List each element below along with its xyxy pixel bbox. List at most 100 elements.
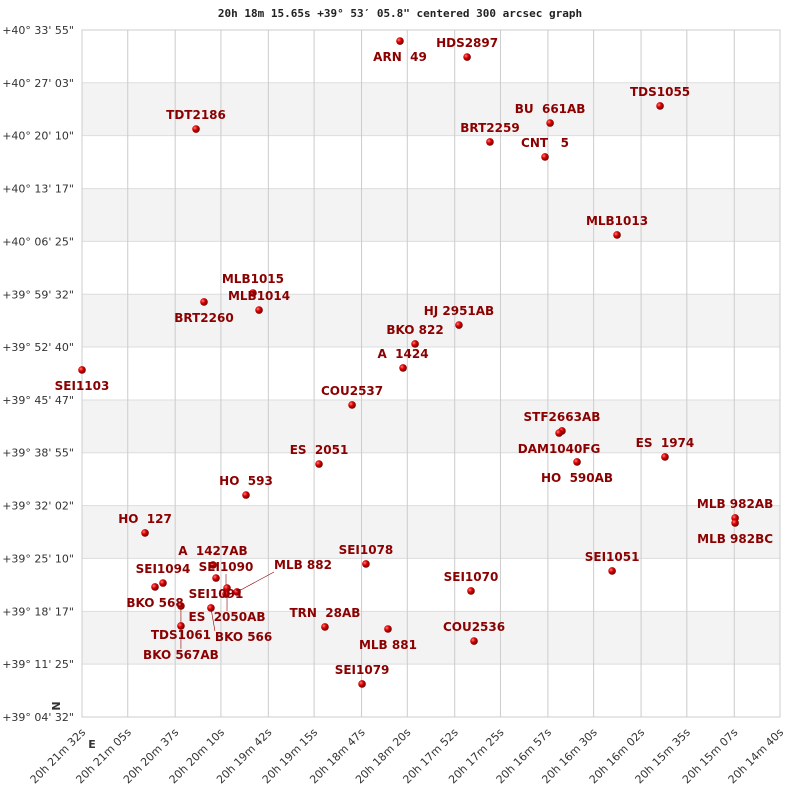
star-marker[interactable] bbox=[151, 583, 159, 591]
star-marker[interactable] bbox=[613, 231, 621, 239]
star-label: COU2537 bbox=[321, 384, 383, 398]
star-label: STF2663AB bbox=[524, 410, 601, 424]
star-marker[interactable] bbox=[455, 321, 463, 329]
star-label: ES 2051 bbox=[290, 443, 349, 457]
y-tick-label: +40° 13' 17" bbox=[2, 183, 74, 196]
star-label: COU2536 bbox=[443, 620, 505, 634]
star-label: BRT2260 bbox=[174, 311, 233, 325]
star-label: MLB 982AB bbox=[697, 497, 773, 511]
star-marker[interactable] bbox=[249, 289, 257, 297]
star-marker[interactable] bbox=[177, 602, 185, 610]
y-tick-label: +40° 06' 25" bbox=[2, 235, 74, 248]
star-marker[interactable] bbox=[470, 637, 478, 645]
band bbox=[82, 505, 780, 559]
star-marker[interactable] bbox=[656, 102, 664, 110]
star-marker[interactable] bbox=[242, 491, 250, 499]
y-tick-label: +39° 32' 02" bbox=[2, 500, 74, 513]
star-label: MLB1013 bbox=[586, 214, 648, 228]
star-marker[interactable] bbox=[141, 529, 149, 537]
star-marker[interactable] bbox=[384, 625, 392, 633]
star-marker[interactable] bbox=[362, 560, 370, 568]
compass-east: E bbox=[88, 738, 96, 751]
y-tick-label: +39° 59' 32" bbox=[2, 288, 74, 301]
star-label: BKO 566 bbox=[215, 630, 272, 644]
star-label: HO 127 bbox=[118, 512, 172, 526]
star-label: SEI1079 bbox=[335, 663, 390, 677]
star-marker[interactable] bbox=[573, 458, 581, 466]
star-label: MLB 881 bbox=[359, 638, 417, 652]
star-label: BRT2259 bbox=[460, 121, 519, 135]
star-marker[interactable] bbox=[541, 153, 549, 161]
star-marker[interactable] bbox=[209, 561, 217, 569]
star-label: TRN 28AB bbox=[289, 606, 360, 620]
star-label: A 1427AB bbox=[178, 544, 247, 558]
band bbox=[82, 611, 780, 665]
star-label: ES 2050AB bbox=[189, 610, 266, 624]
star-marker[interactable] bbox=[222, 590, 230, 598]
star-marker[interactable] bbox=[348, 401, 356, 409]
y-tick-label: +39° 18' 17" bbox=[2, 605, 74, 618]
star-label: ARN 49 bbox=[373, 50, 427, 64]
y-tick-label: +39° 38' 55" bbox=[2, 447, 74, 460]
star-marker[interactable] bbox=[731, 519, 739, 527]
star-label: SEI1091 bbox=[189, 587, 244, 601]
star-marker[interactable] bbox=[255, 306, 263, 314]
star-marker[interactable] bbox=[608, 567, 616, 575]
y-tick-label: +39° 11' 25" bbox=[2, 658, 74, 671]
star-label: HO 590AB bbox=[541, 471, 613, 485]
star-label: DAM1040FG bbox=[518, 442, 601, 456]
star-marker[interactable] bbox=[321, 623, 329, 631]
star-marker[interactable] bbox=[358, 680, 366, 688]
star-marker[interactable] bbox=[486, 138, 494, 146]
star-label: SEI1094 bbox=[136, 562, 191, 576]
star-marker[interactable] bbox=[207, 604, 215, 612]
star-marker[interactable] bbox=[661, 453, 669, 461]
star-label: BKO 567AB bbox=[143, 648, 219, 662]
star-label: HO 593 bbox=[219, 474, 273, 488]
star-marker[interactable] bbox=[399, 364, 407, 372]
star-label: HDS2897 bbox=[436, 36, 498, 50]
star-label: SEI1103 bbox=[55, 379, 110, 393]
y-tick-label: +39° 52' 40" bbox=[2, 341, 74, 354]
band bbox=[82, 399, 780, 453]
star-marker[interactable] bbox=[546, 119, 554, 127]
star-marker[interactable] bbox=[463, 53, 471, 61]
star-label: HJ 2951AB bbox=[424, 304, 495, 318]
star-marker[interactable] bbox=[177, 622, 185, 630]
y-tick-label: +40° 27' 03" bbox=[2, 77, 74, 90]
star-label: MLB1015 bbox=[222, 272, 284, 286]
star-marker[interactable] bbox=[159, 579, 167, 587]
star-label: ES 1974 bbox=[636, 436, 695, 450]
star-label: CNT 5 bbox=[521, 136, 569, 150]
star-label: TDS1055 bbox=[630, 85, 690, 99]
star-marker[interactable] bbox=[467, 587, 475, 595]
star-marker[interactable] bbox=[233, 588, 241, 596]
star-marker[interactable] bbox=[192, 125, 200, 133]
star-label: SEI1090 bbox=[199, 560, 254, 574]
star-label: SEI1078 bbox=[339, 543, 394, 557]
star-label: TDS1061 bbox=[151, 628, 211, 642]
compass-north: N bbox=[50, 701, 63, 710]
chart-title: 20h 18m 15.65s +39° 53′ 05.8" centered 3… bbox=[218, 7, 582, 20]
star-marker[interactable] bbox=[212, 574, 220, 582]
y-tick-label: +39° 04' 32" bbox=[2, 711, 74, 724]
y-tick-label: +39° 45' 47" bbox=[2, 394, 74, 407]
band bbox=[82, 188, 780, 242]
star-marker[interactable] bbox=[411, 340, 419, 348]
star-marker[interactable] bbox=[78, 366, 86, 374]
star-label: A 1424 bbox=[378, 347, 429, 361]
star-label: SEI1051 bbox=[585, 550, 640, 564]
star-marker[interactable] bbox=[555, 429, 563, 437]
star-label: TDT2186 bbox=[166, 108, 226, 122]
star-label: BKO 568 bbox=[126, 596, 183, 610]
y-tick-label: +39° 25' 10" bbox=[2, 552, 74, 565]
star-label: MLB 982BC bbox=[697, 532, 773, 546]
leader-line bbox=[210, 607, 216, 632]
star-marker[interactable] bbox=[396, 37, 404, 45]
leader-line bbox=[236, 571, 275, 593]
star-marker[interactable] bbox=[315, 460, 323, 468]
band bbox=[82, 294, 780, 348]
star-marker[interactable] bbox=[200, 298, 208, 306]
star-marker[interactable] bbox=[223, 584, 231, 592]
